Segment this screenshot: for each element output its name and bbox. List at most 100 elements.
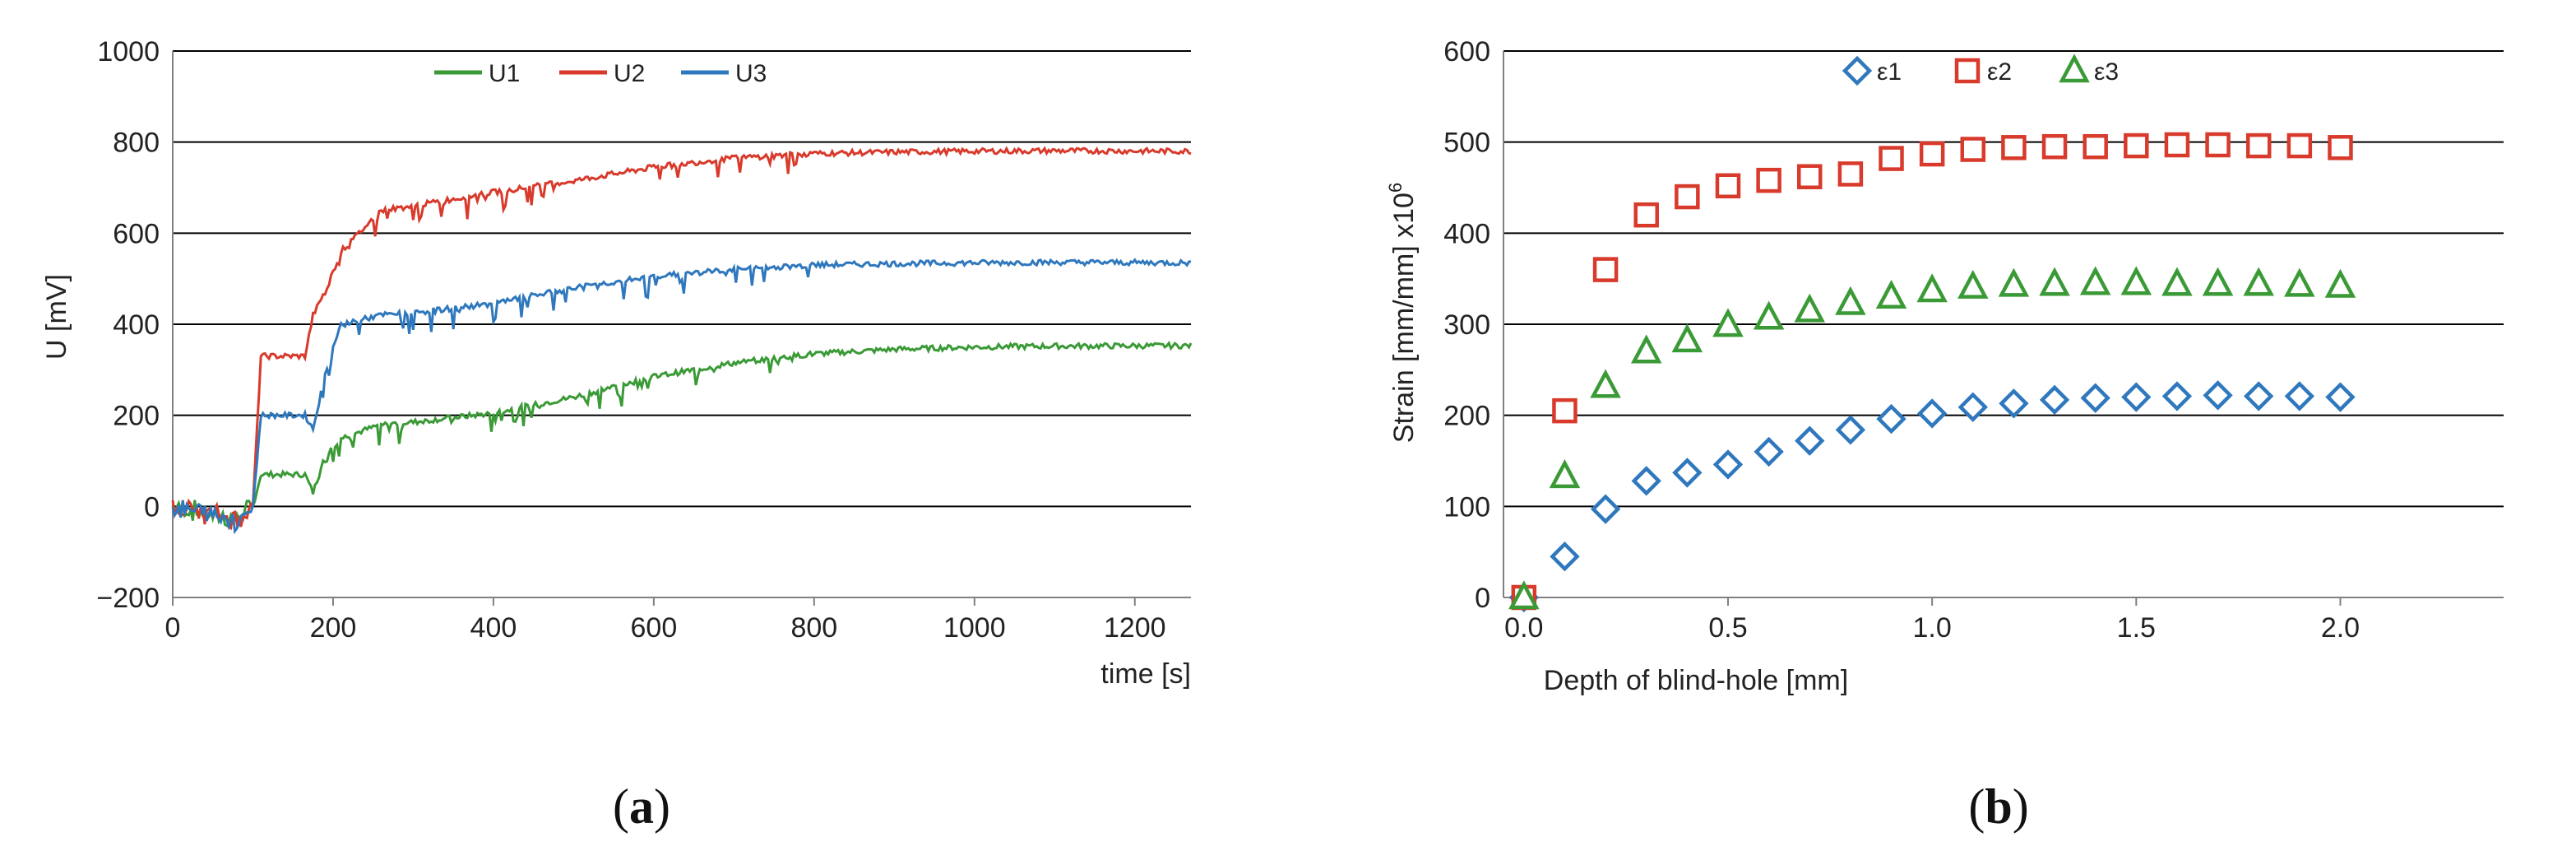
b-point-diamond [1795,425,1825,456]
a-series-line-u1 [171,340,1193,528]
a-xtick-label: 400 [470,612,517,644]
b-point-square [2164,132,2190,158]
b-point-diamond [1672,458,1703,488]
b-point-square [1879,146,1904,171]
a-legend-label: U2 [614,60,645,87]
b-point-triangle [2161,267,2193,296]
b-point-diamond [2121,382,2152,412]
b-xtick-label: 1.5 [2117,612,2156,644]
a-xtick-label: 1000 [943,612,1006,644]
b-point-triangle [1712,308,1744,337]
b-point-triangle [1753,300,1785,330]
b-point-triangle [1590,369,1621,398]
a-ytick-label: 600 [113,218,160,249]
b-legend-label: ε1 [1877,58,1902,86]
b-ytick-label: 0 [1475,583,1490,614]
b-point-diamond [1876,403,1907,435]
panel-a-letter: a [629,779,654,834]
b-ytick-label: 200 [1443,401,1490,432]
b-ytick-label: 100 [1443,491,1490,523]
a-xtick-label: 600 [631,612,678,644]
b-point-diamond [1712,449,1744,480]
panel-label-a: (a) [613,779,670,834]
b-point-diamond [2039,384,2070,416]
b-point-square [1919,141,1945,167]
b-point-square [1552,397,1578,424]
b-point-diamond [1631,466,1661,496]
panel-a-close: ) [654,779,670,834]
a-legend-label: U1 [489,60,520,87]
b-point-triangle [1630,334,1662,364]
a-ytick-label: 1000 [97,36,160,67]
a-ylabel: U [mV] [41,274,72,360]
a-ytick-label: −200 [96,583,160,614]
b-point-square [2245,132,2272,159]
b-ytick-label: 500 [1443,128,1490,159]
b-point-triangle [1835,286,1866,315]
a-legend-label: U3 [735,60,767,87]
b-point-square [2083,133,2108,160]
b-point-square [1796,164,1823,189]
b-ylabel: Strain [mm/mm] x106 [1385,183,1420,443]
b-point-square [2286,132,2313,159]
b-point-diamond [2244,381,2274,411]
b-point-diamond [1550,542,1580,572]
a-series-line-u2 [171,146,1192,531]
panel-b-close: ) [2013,779,2029,834]
b-point-diamond [1835,415,1866,445]
panel-label-b: (b) [1968,779,2028,834]
a-xtick-label: 800 [790,612,837,644]
b-point-triangle [2079,266,2111,295]
b-legend-marker [1842,55,1873,86]
b-point-square [2041,133,2068,160]
b-point-diamond [2325,382,2356,412]
a-xtick-label: 1200 [1104,612,1166,644]
b-legend-marker [1954,58,1981,84]
panel-a-open: ( [613,779,629,834]
b-point-triangle [1998,267,2030,297]
b-ytick-label: 600 [1443,36,1490,67]
b-point-triangle [2120,266,2152,295]
b-point-triangle [1916,273,1948,303]
b-point-diamond [2080,383,2110,413]
b-ytick-label: 300 [1443,309,1490,341]
b-xlabel: Depth of blind-hole [mm] [1544,665,1848,696]
b-ylabel-sup: 6 [1385,183,1406,193]
b-point-square [1592,257,1619,282]
a-ytick-label: 400 [113,309,160,341]
b-legend-marker [2059,53,2090,83]
b-point-triangle [2202,267,2234,296]
b-point-diamond [1590,494,1621,524]
b-point-diamond [1754,436,1784,467]
a-xlabel: time [s] [1100,658,1191,690]
a-ytick-label: 200 [113,401,160,432]
b-xtick-label: 0.0 [1504,612,1543,644]
b-point-triangle [1957,269,1989,299]
b-point-square [2001,135,2027,160]
b-point-triangle [2324,268,2356,298]
b-point-square [2124,132,2149,159]
panel-b-letter: b [1985,779,2012,834]
b-point-square [1715,173,1741,199]
a-ytick-label: 800 [113,128,160,159]
b-point-square [2328,135,2353,160]
b-point-diamond [1916,398,1948,429]
b-point-triangle [2284,267,2315,297]
b-point-triangle [1508,580,1540,610]
a-xtick-label: 0 [165,612,181,644]
b-point-square [1675,184,1700,210]
b-point-triangle [1794,293,1826,323]
b-point-diamond [1999,388,2029,419]
b-point-square [1837,161,1864,187]
b-xtick-label: 1.0 [1913,612,1952,644]
b-point-triangle [2243,267,2274,296]
b-point-diamond [2203,380,2233,411]
b-point-square [2205,132,2231,158]
b-xtick-label: 0.5 [1708,612,1747,644]
b-point-square [1756,167,1781,193]
b-point-triangle [2039,267,2070,296]
a-ytick-label: 0 [144,491,160,523]
b-point-diamond [1957,392,1988,422]
